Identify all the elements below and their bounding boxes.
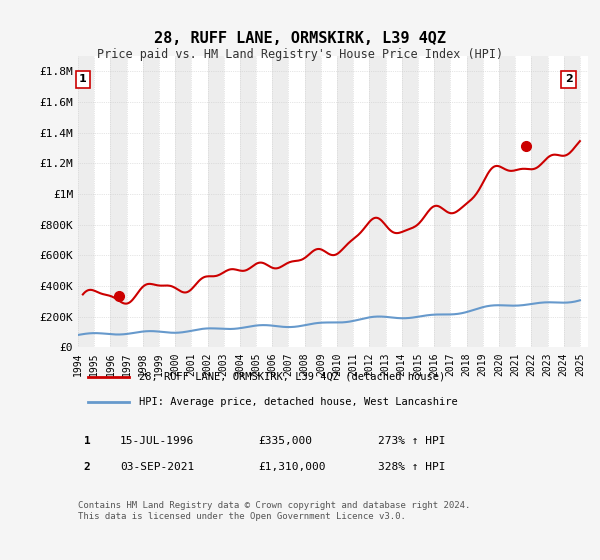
Bar xyxy=(548,56,564,347)
Bar xyxy=(467,56,483,347)
Bar xyxy=(143,56,159,347)
Bar xyxy=(191,56,208,347)
Bar xyxy=(499,56,515,347)
Bar xyxy=(532,56,548,347)
Bar xyxy=(402,56,418,347)
Text: HPI: Average price, detached house, West Lancashire: HPI: Average price, detached house, West… xyxy=(139,396,458,407)
Text: 2: 2 xyxy=(83,463,91,472)
Bar xyxy=(451,56,467,347)
Bar xyxy=(483,56,499,347)
Text: £335,000: £335,000 xyxy=(258,436,312,446)
Bar xyxy=(175,56,191,347)
Bar xyxy=(159,56,175,347)
Text: 1: 1 xyxy=(79,74,87,85)
Bar xyxy=(78,56,94,347)
Bar xyxy=(515,56,532,347)
Bar xyxy=(418,56,434,347)
Bar xyxy=(94,56,110,347)
Text: 328% ↑ HPI: 328% ↑ HPI xyxy=(378,462,445,472)
Bar xyxy=(321,56,337,347)
Bar xyxy=(240,56,256,347)
Bar xyxy=(564,56,580,347)
Bar xyxy=(272,56,289,347)
Text: Contains HM Land Registry data © Crown copyright and database right 2024.
This d: Contains HM Land Registry data © Crown c… xyxy=(78,501,470,521)
Bar xyxy=(110,56,127,347)
Bar xyxy=(127,56,143,347)
Text: 03-SEP-2021: 03-SEP-2021 xyxy=(120,462,194,472)
Text: 273% ↑ HPI: 273% ↑ HPI xyxy=(378,436,445,446)
Text: Price paid vs. HM Land Registry's House Price Index (HPI): Price paid vs. HM Land Registry's House … xyxy=(97,48,503,60)
Bar xyxy=(224,56,240,347)
Bar xyxy=(256,56,272,347)
Bar xyxy=(337,56,353,347)
Bar xyxy=(434,56,451,347)
Text: 2: 2 xyxy=(565,74,572,85)
Bar xyxy=(289,56,305,347)
Bar xyxy=(305,56,321,347)
Bar xyxy=(353,56,370,347)
Text: 28, RUFF LANE, ORMSKIRK, L39 4QZ: 28, RUFF LANE, ORMSKIRK, L39 4QZ xyxy=(154,31,446,46)
Bar xyxy=(370,56,386,347)
Bar xyxy=(208,56,224,347)
Text: 28, RUFF LANE, ORMSKIRK, L39 4QZ (detached house): 28, RUFF LANE, ORMSKIRK, L39 4QZ (detach… xyxy=(139,372,445,382)
Bar xyxy=(386,56,402,347)
Text: £1,310,000: £1,310,000 xyxy=(258,462,325,472)
Text: 15-JUL-1996: 15-JUL-1996 xyxy=(120,436,194,446)
Text: 1: 1 xyxy=(83,436,91,446)
